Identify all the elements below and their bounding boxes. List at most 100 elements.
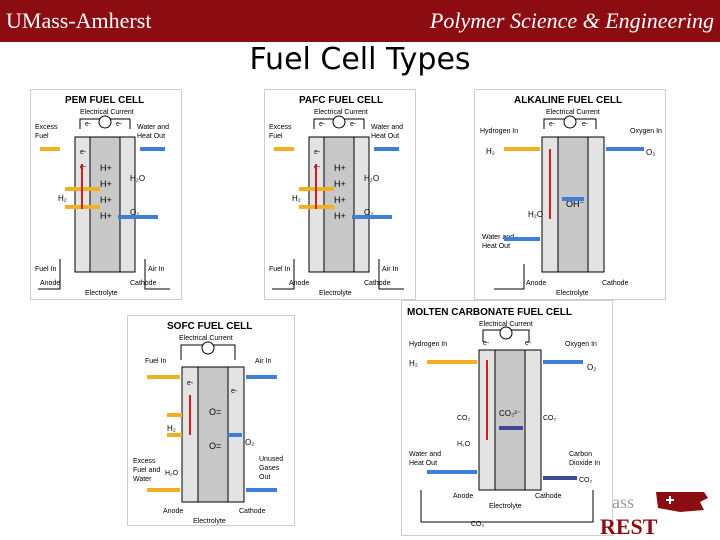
mcfc-co2-label: CO₂ (457, 415, 471, 422)
mcfc-co2-recycle-loop (420, 490, 594, 523)
pafc-panel: PAFC FUEL CELL Electrical Current e- e- … (264, 89, 416, 300)
pafc-e-label: e- (314, 164, 321, 171)
mcfc-panel: MOLTEN CARBONATE FUEL CELL Electrical Cu… (401, 300, 613, 536)
sofc-excess-label: Fuel and (133, 467, 160, 474)
pafc-excess-label: Fuel (269, 133, 283, 140)
pem-e-label: e- (80, 164, 87, 171)
mcfc-anode-label: Anode (453, 493, 473, 500)
pem-excess-label: Excess (35, 124, 58, 131)
sofc-electrolyte-label: Electrolyte (193, 518, 226, 525)
sofc-electrolyte (197, 366, 229, 503)
alkaline-cathode-label: Cathode (602, 280, 629, 287)
pafc-air-in-label: Air In (382, 266, 398, 273)
mcfc-co2-label: CO₂ (579, 477, 593, 484)
sofc-panel: SOFC FUEL CELL Electrical Current Fuel I… (127, 315, 295, 526)
pafc-e-label: e- (350, 121, 357, 128)
pafc-fuel-pipe (272, 259, 295, 290)
mcfc-h2o-label: H₂O (457, 441, 471, 448)
mcfc-current-label: Electrical Current (479, 321, 533, 328)
sofc-excess-label: Water (133, 476, 152, 483)
sofc-o2-label: O₂ (245, 438, 254, 447)
mcfc-co3-label: CO₃²⁻ (499, 409, 521, 418)
alkaline-pipe (494, 264, 525, 290)
pafc-current-label: Electrical Current (314, 109, 368, 116)
alkaline-e-label: e- (582, 121, 589, 128)
alkaline-e-label: e- (549, 121, 556, 128)
pem-electrolyte-label: Electrolyte (85, 290, 118, 297)
alkaline-h2-label: H₂ (486, 147, 495, 156)
logo-text: ass (612, 492, 634, 512)
sofc-cathode-label: Cathode (239, 508, 266, 515)
pafc-cathode-label: Cathode (364, 280, 391, 287)
mcfc-load-icon (499, 326, 513, 340)
pafc-cathode (353, 136, 370, 273)
alkaline-water-label: Water and (482, 234, 514, 241)
pem-e-label: e- (116, 121, 123, 128)
mcfc-o2-label: O₂ (587, 363, 596, 372)
pem-hplus-label: H+ (100, 163, 112, 173)
alkaline-o2-label: O₂ (646, 148, 655, 157)
alkaline-panel: ALKALINE FUEL CELL Electrical Current e-… (474, 89, 666, 300)
pafc-air-pipe (378, 259, 404, 290)
pem-water-label: Heat Out (137, 133, 165, 140)
pafc-e-label: e- (319, 121, 326, 128)
sofc-current-label: Electrical Current (179, 335, 233, 342)
pafc-o2-label: O₂ (364, 208, 373, 217)
logo-text: REST (600, 514, 658, 539)
mcfc-title: MOLTEN CARBONATE FUEL CELL (407, 307, 572, 318)
cross-icon (666, 496, 674, 504)
mcfc-cathode-label: Cathode (535, 493, 562, 500)
pem-fuel-pipe (38, 259, 61, 290)
pem-hplus-label: H+ (100, 195, 112, 205)
institution-name: UMass-Amherst (6, 8, 152, 33)
pafc-load-icon (332, 115, 346, 129)
pafc-h2o-label: H₂O (364, 174, 379, 183)
state-map-icon (656, 492, 708, 512)
pafc-hplus-label: H+ (334, 179, 346, 189)
pem-e-label: e- (85, 121, 92, 128)
pem-air-pipe (144, 259, 170, 290)
sofc-excess-label: Excess (133, 458, 156, 465)
alkaline-anode-label: Anode (526, 280, 546, 287)
pafc-fuel-in-label: Fuel In (269, 266, 291, 273)
pem-h2o-label: H₂O (130, 174, 145, 183)
pem-water-label: Water and (137, 124, 169, 131)
mcfc-e-label: e- (525, 340, 532, 347)
mcfc-e-label: e- (483, 340, 490, 347)
mcfc-co2-label: CO₂ (471, 521, 485, 528)
alkaline-h-in-label: Hydrogen In (480, 128, 518, 135)
mcfc-water-label: Water and (409, 451, 441, 458)
slide-title: Fuel Cell Types (249, 42, 471, 77)
sofc-unused-label: Gases (259, 465, 280, 472)
mcfc-h2-label: H₂ (409, 359, 418, 368)
pafc-e-label: e- (314, 149, 321, 156)
mcfc-electrolyte-label: Electrolyte (489, 503, 522, 510)
alkaline-cathode (587, 136, 605, 273)
sofc-e-label: e- (187, 380, 194, 387)
pem-cathode-label: Cathode (130, 280, 157, 287)
sofc-load-icon (201, 341, 215, 355)
pafc-title: PAFC FUEL CELL (299, 95, 383, 106)
sofc-ion-label: O= (209, 407, 221, 417)
pem-electrolyte (89, 136, 121, 273)
pem-air-in-label: Air In (148, 266, 164, 273)
pem-hplus-label: H+ (100, 179, 112, 189)
pem-hplus-label: H+ (100, 211, 112, 221)
alkaline-ion-label: OH⁻ (566, 199, 585, 209)
pem-o2-label: O₂ (130, 208, 139, 217)
mcfc-electrolyte (494, 349, 526, 491)
pem-current-label: Electrical Current (80, 109, 134, 116)
alkaline-title: ALKALINE FUEL CELL (514, 95, 622, 106)
mcfc-co2-in-label: Carbon (569, 451, 592, 458)
pem-load-icon (98, 115, 112, 129)
alkaline-load-icon (563, 115, 577, 129)
mcfc-co2-in-label: Dioxide In (569, 460, 600, 467)
pem-fuel-in-label: Fuel In (35, 266, 57, 273)
pafc-h2-label: H₂ (292, 194, 301, 203)
mcfc-o-in-label: Oxygen In (565, 341, 597, 348)
alkaline-current-label: Electrical Current (546, 109, 600, 116)
sofc-title: SOFC FUEL CELL (167, 321, 252, 332)
pem-excess-label: Fuel (35, 133, 49, 140)
sofc-e-label: e- (231, 388, 238, 395)
header-bar: UMass-Amherst Polymer Science & Engineer… (0, 0, 720, 42)
